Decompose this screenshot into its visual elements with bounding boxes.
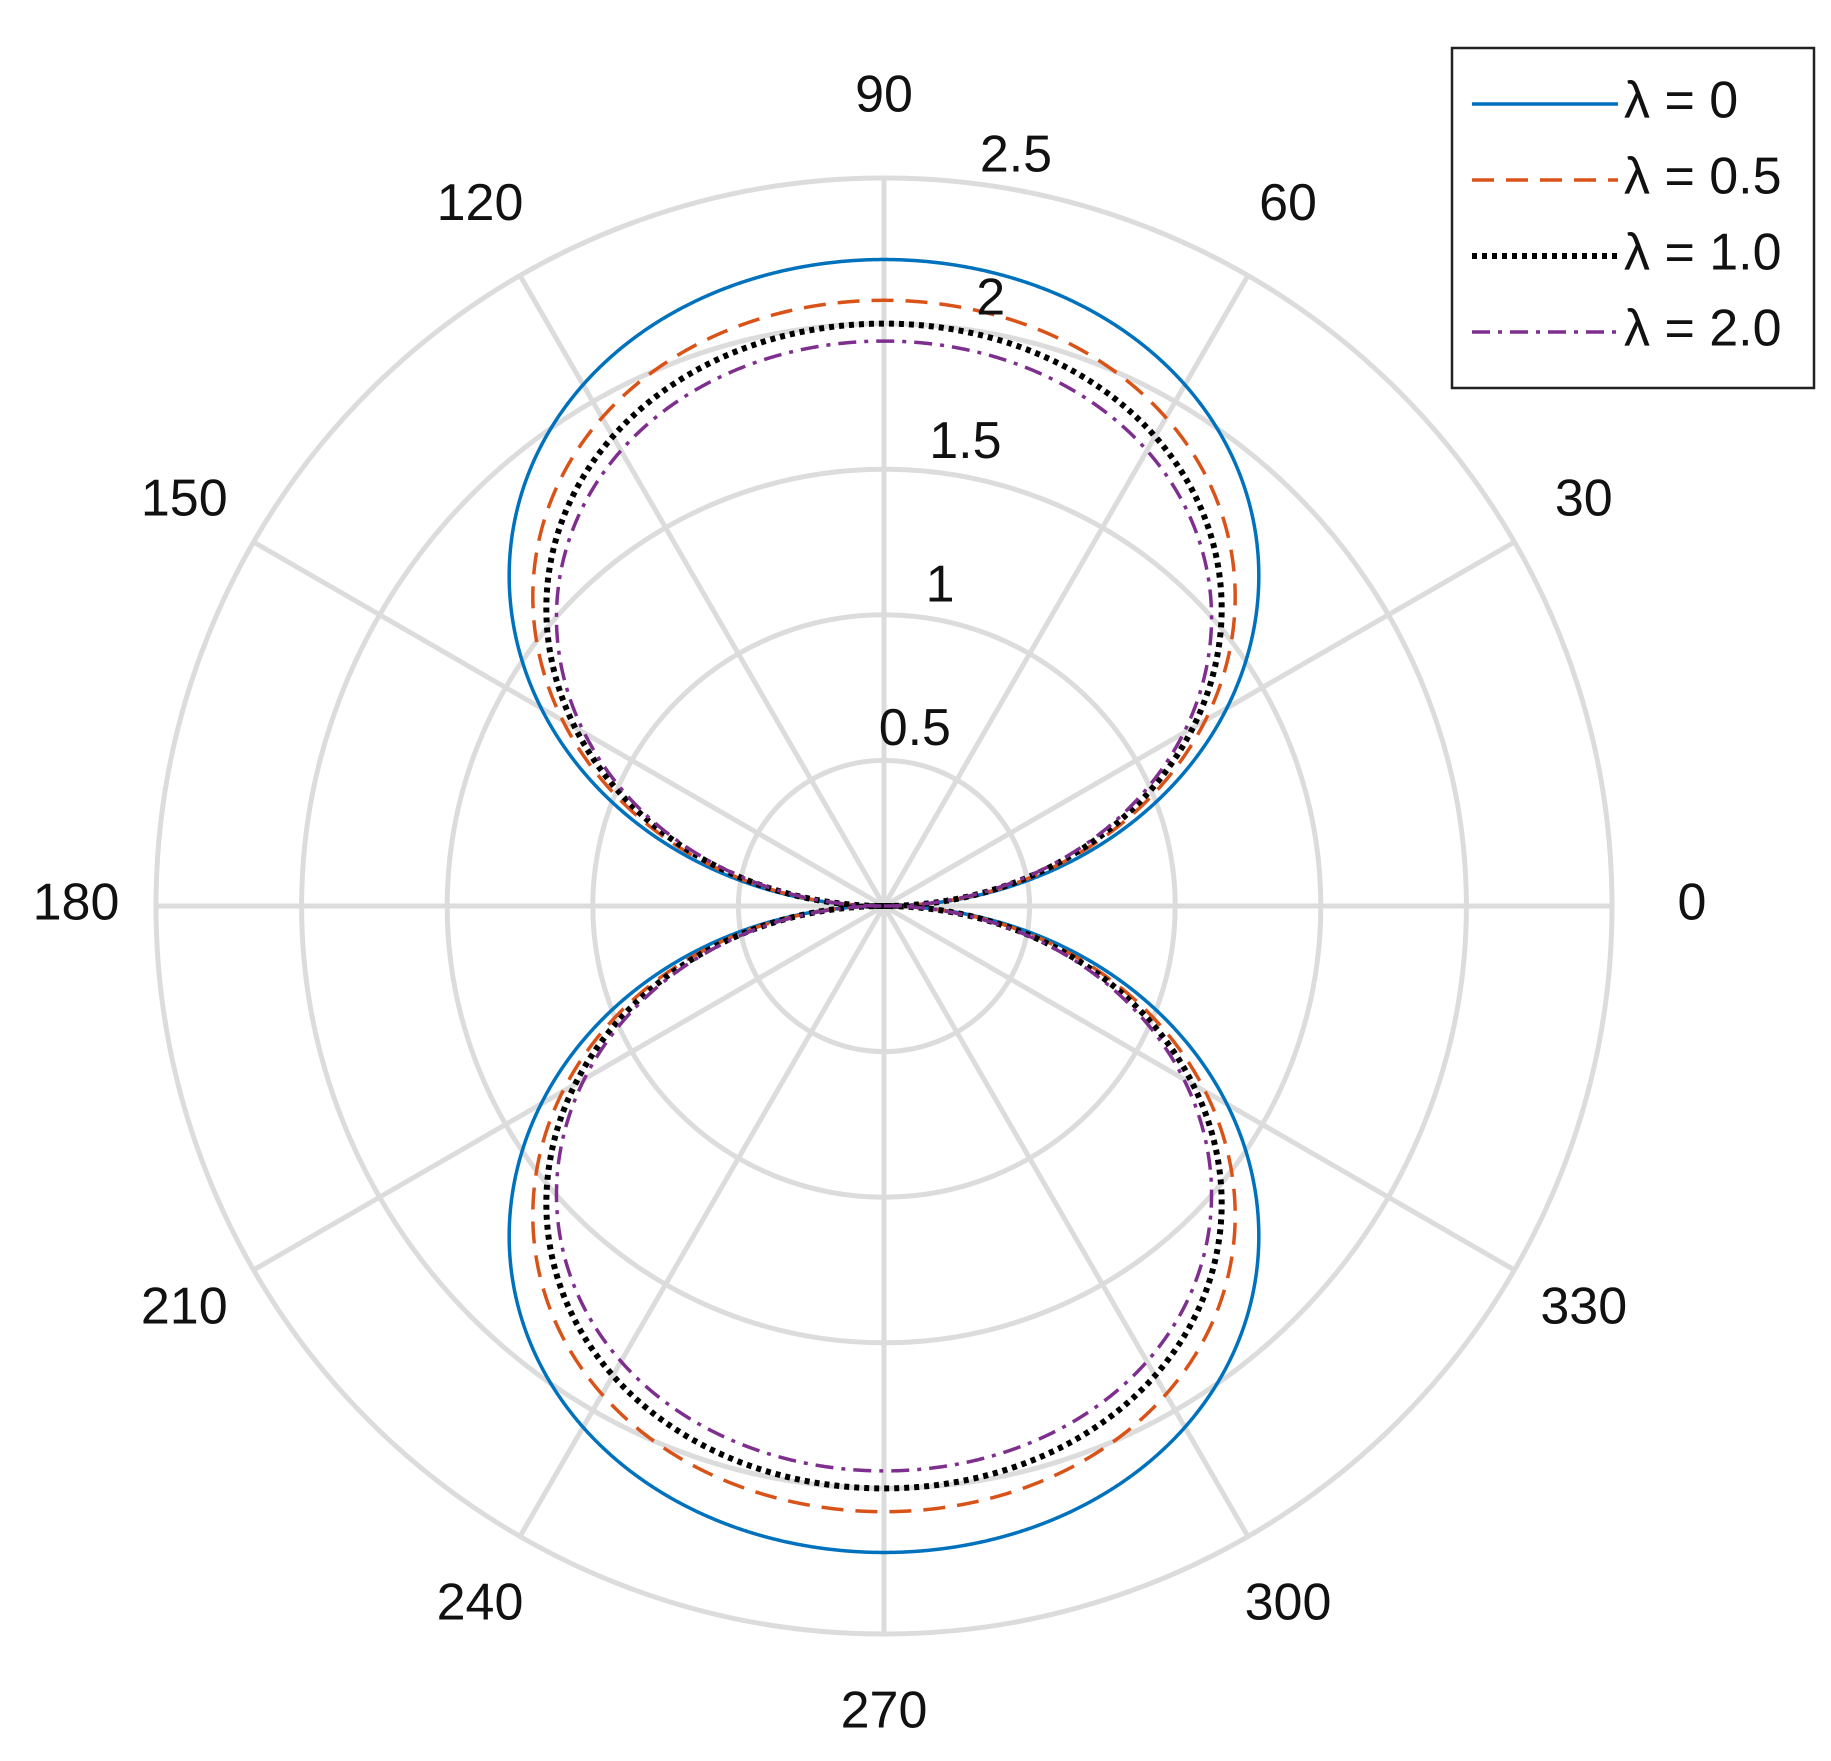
theta-tick-label: 210: [141, 1278, 228, 1336]
polar-grid: [153, 175, 1615, 1637]
radial-tick-labels: 0.5 1 1.5 2 2.5: [879, 125, 1052, 757]
r-tick-label: 2.5: [980, 125, 1052, 183]
legend: λ = 0 λ = 0.5 λ = 1.0 λ = 2.0: [1450, 46, 1816, 390]
theta-tick-label: 30: [1555, 470, 1613, 528]
grid-spoke-330: [882, 903, 1516, 1273]
legend-label-3: λ = 2.0: [1624, 300, 1782, 358]
grid-spoke-210: [252, 903, 886, 1273]
series-layer: [507, 257, 1261, 1555]
theta-tick-label: 180: [33, 874, 120, 932]
theta-tick-label: 0: [1678, 874, 1707, 932]
theta-tick-label: 150: [141, 470, 228, 528]
r-tick-label: 2: [976, 269, 1005, 327]
grid-spoke-300: [881, 904, 1251, 1538]
grid-spoke-120: [517, 274, 887, 908]
theta-tick-label: 120: [437, 174, 524, 232]
grid-spoke-240: [517, 904, 887, 1538]
theta-tick-label: 300: [1245, 1573, 1332, 1631]
angular-tick-labels: 0 30 60 90 120 150 180 210 240 270 300 330: [33, 66, 1707, 1740]
legend-label-2: λ = 1.0: [1624, 224, 1782, 282]
theta-tick-label: 60: [1259, 174, 1317, 232]
series-line-3: [554, 339, 1214, 1473]
legend-label-1: λ = 0.5: [1624, 148, 1782, 206]
r-tick-label: 0.5: [879, 699, 951, 757]
theta-tick-label: 90: [855, 66, 913, 124]
grid-spoke-150: [252, 539, 886, 909]
theta-tick-label: 270: [841, 1682, 928, 1740]
legend-label-0: λ = 0: [1624, 72, 1738, 130]
theta-tick-label: 240: [437, 1573, 524, 1631]
grid-spoke-30: [882, 539, 1516, 909]
r-tick-label: 1: [926, 555, 955, 613]
r-tick-label: 1.5: [929, 412, 1001, 470]
grid-spoke-60: [881, 274, 1251, 908]
theta-tick-label: 330: [1540, 1278, 1627, 1336]
